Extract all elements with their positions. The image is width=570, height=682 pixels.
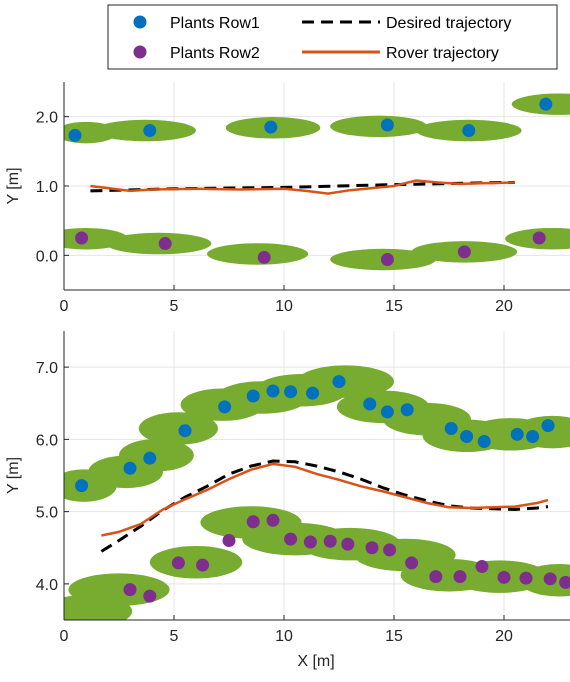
foliage-ellipse [118, 439, 194, 472]
plant-row1-point [539, 97, 553, 111]
x-tick-label: 20 [495, 298, 513, 315]
y-tick-label: 6.0 [36, 432, 58, 449]
plot-top: 0 5 10 15 20 0.0 1.0 2.0 Y [m] [5, 82, 570, 315]
plant-row1-point [444, 422, 458, 436]
plant-row2-point [123, 583, 137, 597]
plant-row1-point [123, 461, 137, 475]
plot-content [64, 365, 570, 620]
y-tick-label: 1.0 [36, 179, 58, 196]
plant-row2-point [475, 560, 489, 574]
plant-row1-point [541, 419, 555, 433]
plant-row1-point [363, 397, 377, 411]
plant-row1-point [332, 375, 346, 389]
plant-row1-point [266, 384, 280, 398]
desired-trajectory-line [90, 181, 515, 193]
plant-row1-point [400, 403, 414, 417]
y-tick-label: 4.0 [36, 577, 58, 594]
plant-row1-point [75, 479, 89, 493]
plant-row1-point [306, 386, 320, 400]
plot-bottom: 0 5 10 15 20 4.0 5.0 6.0 7.0 Y [m] X [m] [5, 331, 570, 670]
y-tick-label: 5.0 [36, 505, 58, 522]
legend-box [107, 4, 558, 70]
y-tick-label: 7.0 [36, 360, 58, 377]
y-tick-label: 0.0 [36, 248, 58, 265]
x-tick-label: 5 [170, 628, 179, 645]
plant-row2-point [365, 541, 379, 555]
plant-row2-point [303, 535, 317, 549]
y-axis-label: Y [m] [5, 457, 22, 494]
x-tick-label: 10 [275, 628, 293, 645]
plant-row1-point [526, 429, 540, 443]
plant-row2-point [246, 515, 260, 529]
foliage-ellipse [330, 115, 427, 138]
x-tick-label: 0 [60, 298, 69, 315]
legend-marker-row1 [133, 15, 147, 29]
plant-row1-point [246, 389, 260, 403]
plant-row2-point [543, 572, 557, 586]
foliage-ellipse [105, 232, 212, 255]
plant-row2-point [405, 556, 419, 570]
plant-row2-point [457, 245, 471, 259]
y-axis-label: Y [m] [5, 167, 22, 204]
plant-row1-point [178, 424, 192, 438]
plant-row2-point [222, 534, 236, 548]
plant-row2-point [453, 570, 467, 584]
plant-row1-point [477, 435, 491, 449]
x-tick-label: 15 [385, 628, 403, 645]
legend-label-rover: Rover trajectory [386, 45, 499, 62]
foliage-ellipse [512, 415, 570, 449]
x-tick-label: 10 [275, 298, 293, 315]
plant-row1-point [143, 451, 157, 465]
foliage-ellipse [138, 412, 218, 445]
plant-row1-point [380, 118, 394, 132]
legend-marker-row2 [133, 45, 147, 59]
plant-row2-point [257, 250, 271, 264]
legend-label-row2: Plants Row2 [170, 45, 260, 62]
plant-row1-point [143, 124, 157, 138]
plant-row2-point [284, 532, 298, 546]
plant-row1-point [218, 400, 232, 414]
plant-row1-point [460, 429, 474, 443]
x-tick-label: 0 [60, 628, 69, 645]
foliage-ellipse [207, 243, 309, 265]
y-tick-label: 2.0 [36, 110, 58, 127]
legend-label-row1: Plants Row1 [170, 15, 260, 32]
plant-row2-point [383, 543, 397, 557]
rover-trajectory-line [101, 462, 549, 537]
plant-row1-point [68, 128, 82, 142]
plot-content [64, 93, 570, 271]
plant-row1-point [510, 427, 524, 441]
x-tick-label: 15 [385, 298, 403, 315]
plant-row2-point [497, 570, 511, 584]
plant-row1-point [284, 385, 298, 399]
plant-row2-point [171, 556, 185, 570]
plant-row1-point [462, 124, 476, 138]
plant-row2-point [380, 252, 394, 266]
rover-trajectory-line [90, 179, 516, 195]
plant-row2-point [266, 513, 280, 527]
plant-row2-point [323, 534, 337, 548]
plant-row2-point [158, 237, 172, 251]
plant-row2-point [559, 575, 570, 589]
plant-row2-point [196, 558, 210, 572]
x-axis-label: X [m] [297, 653, 334, 670]
plant-row2-point [532, 231, 546, 245]
plant-row2-point [429, 570, 443, 584]
x-tick-label: 20 [495, 628, 513, 645]
x-tick-label: 5 [170, 298, 179, 315]
plant-row1-point [264, 120, 278, 134]
plant-row2-point [341, 537, 355, 551]
foliage-ellipse [149, 545, 243, 579]
plant-row1-point [380, 405, 394, 419]
plant-row2-point [75, 231, 89, 245]
legend: Plants Row1 Desired trajectory Plants Ro… [107, 4, 558, 70]
plant-row2-point [143, 589, 157, 603]
plant-row2-point [519, 571, 533, 585]
foliage-ellipse [297, 365, 394, 398]
foliage-ellipse [64, 595, 133, 620]
legend-label-desired: Desired trajectory [386, 15, 511, 32]
